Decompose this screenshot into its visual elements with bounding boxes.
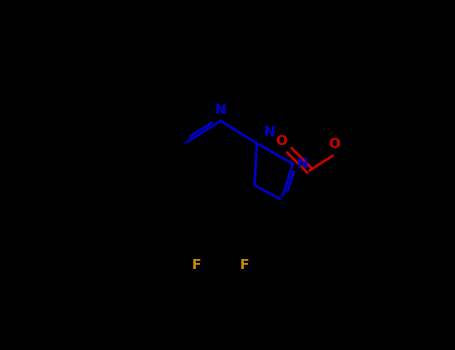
Text: N: N [297, 157, 308, 171]
Text: N: N [215, 103, 227, 117]
Text: O: O [329, 137, 340, 151]
Text: F: F [192, 258, 202, 272]
Text: O: O [275, 134, 287, 148]
Text: N: N [263, 125, 275, 139]
Text: F: F [240, 258, 250, 272]
Text: CH₃: CH₃ [96, 214, 116, 223]
